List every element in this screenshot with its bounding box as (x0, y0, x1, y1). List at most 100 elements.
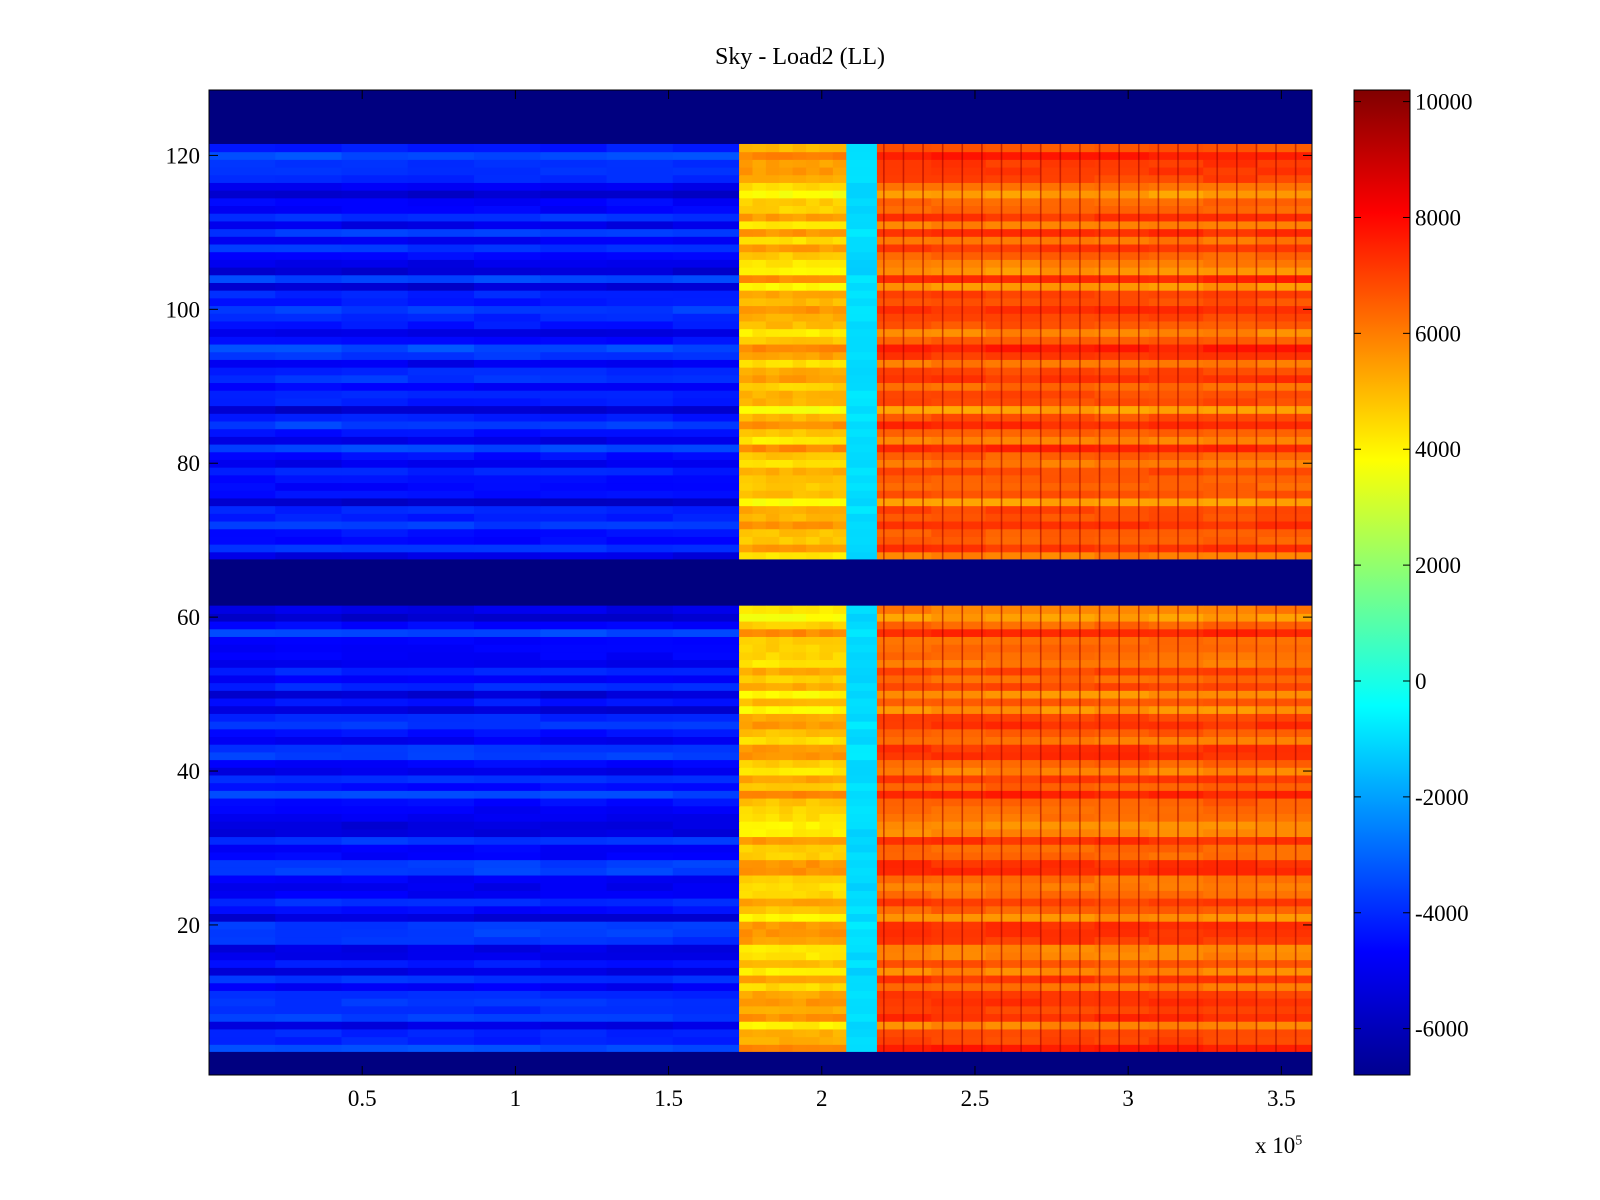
heatmap-cell (474, 243, 541, 253)
heatmap-cell (540, 644, 608, 653)
heatmap-cell (752, 898, 767, 907)
heatmap-cell (876, 367, 932, 376)
heatmap-cell (931, 528, 987, 537)
heatmap-cell (1148, 143, 1204, 153)
heatmap-cell (540, 890, 608, 899)
heatmap-cell (806, 182, 821, 191)
heatmap-cell (209, 297, 276, 307)
heatmap-cell (832, 251, 847, 260)
heatmap-cell (819, 159, 834, 168)
heatmap-cell (275, 505, 343, 514)
heatmap-cell (1203, 1021, 1259, 1030)
heatmap-cell (985, 605, 1041, 614)
heatmap-cell (1148, 497, 1204, 507)
heatmap-cell (931, 936, 987, 945)
heatmap-cell (540, 474, 608, 484)
heatmap-cell (739, 390, 754, 399)
heatmap-cell (1040, 1005, 1096, 1015)
heatmap-cell (672, 620, 740, 630)
heatmap-cell (407, 143, 475, 153)
heatmap-cell (1203, 636, 1259, 645)
heatmap-cell (1040, 459, 1096, 468)
heatmap-cell (540, 821, 608, 830)
heatmap-cell (1040, 159, 1096, 168)
heatmap-cell (752, 928, 767, 938)
heatmap-cell (1257, 1021, 1312, 1030)
heatmap-cell (407, 166, 475, 176)
heatmap-cell (209, 936, 276, 945)
heatmap-cell (407, 459, 475, 468)
heatmap-cell (792, 890, 807, 899)
heatmap-cell (1094, 736, 1150, 745)
heatmap-cell (1094, 236, 1150, 245)
heatmap-cell (846, 928, 878, 938)
heatmap-cell (1040, 928, 1096, 938)
heatmap-cell (792, 243, 807, 253)
heatmap-cell (819, 951, 834, 961)
heatmap-cell (672, 266, 740, 276)
heatmap-cell (1040, 397, 1096, 407)
heatmap-cell (752, 274, 767, 283)
heatmap-cell (275, 359, 343, 368)
heatmap-cell (407, 774, 475, 784)
heatmap-cell (752, 998, 767, 1007)
heatmap-cell (606, 1021, 674, 1030)
heatmap-cell (876, 505, 932, 514)
heatmap-cell (606, 890, 674, 899)
heatmap-cell (931, 797, 987, 807)
heatmap-cell (846, 259, 878, 268)
heatmap-cell (779, 328, 794, 337)
heatmap-cell (275, 390, 343, 399)
heatmap-cell (832, 890, 847, 899)
heatmap-cell (985, 1028, 1041, 1038)
heatmap-cell (1094, 836, 1150, 845)
heatmap-cell (1148, 513, 1204, 522)
heatmap-cell (540, 998, 608, 1007)
heatmap-cell (779, 451, 794, 460)
heatmap-cell (1257, 305, 1312, 314)
heatmap-cell (832, 882, 847, 891)
heatmap-cell (792, 690, 807, 699)
heatmap-cell (806, 836, 821, 845)
heatmap-cell (752, 813, 767, 822)
heatmap-cell (209, 874, 276, 884)
heatmap-cell (1040, 436, 1096, 445)
heatmap-cell (876, 898, 932, 907)
heatmap-cell (1257, 290, 1312, 299)
heatmap-cell (876, 628, 932, 637)
heatmap-cell (846, 782, 878, 791)
heatmap-cell (752, 174, 767, 183)
heatmap-cell (540, 867, 608, 876)
heatmap-cell (1148, 290, 1204, 299)
heatmap-cell (1094, 474, 1150, 484)
heatmap-cell (985, 913, 1041, 922)
heatmap-cell (1257, 536, 1312, 545)
heatmap-cell (931, 867, 987, 876)
heatmap-cell (474, 490, 541, 499)
heatmap-cell (341, 613, 409, 622)
heatmap-cell (739, 936, 754, 945)
heatmap-cell (407, 228, 475, 237)
heatmap-cell (779, 505, 794, 514)
heatmap-cell (341, 151, 409, 160)
heatmap-cell (209, 305, 276, 314)
heatmap-cell (792, 751, 807, 761)
heatmap-cell (341, 174, 409, 183)
heatmap-cell (474, 151, 541, 160)
heatmap-cell (1040, 382, 1096, 391)
heatmap-cell (1257, 1028, 1312, 1038)
heatmap-cell (832, 274, 847, 283)
heatmap-cell (407, 367, 475, 376)
heatmap-cell (1094, 928, 1150, 938)
heatmap-cell (832, 159, 847, 168)
heatmap-cell (752, 990, 767, 999)
heatmap-cell (1148, 998, 1204, 1007)
heatmap-cell (474, 644, 541, 653)
heatmap-cell (209, 751, 276, 761)
heatmap-cell (1148, 605, 1204, 614)
heatmap-cell (540, 828, 608, 838)
x-tick-label: 3 (1122, 1086, 1134, 1111)
heatmap-cell (341, 405, 409, 414)
heatmap-cell (752, 190, 767, 199)
heatmap-cell (540, 482, 608, 491)
